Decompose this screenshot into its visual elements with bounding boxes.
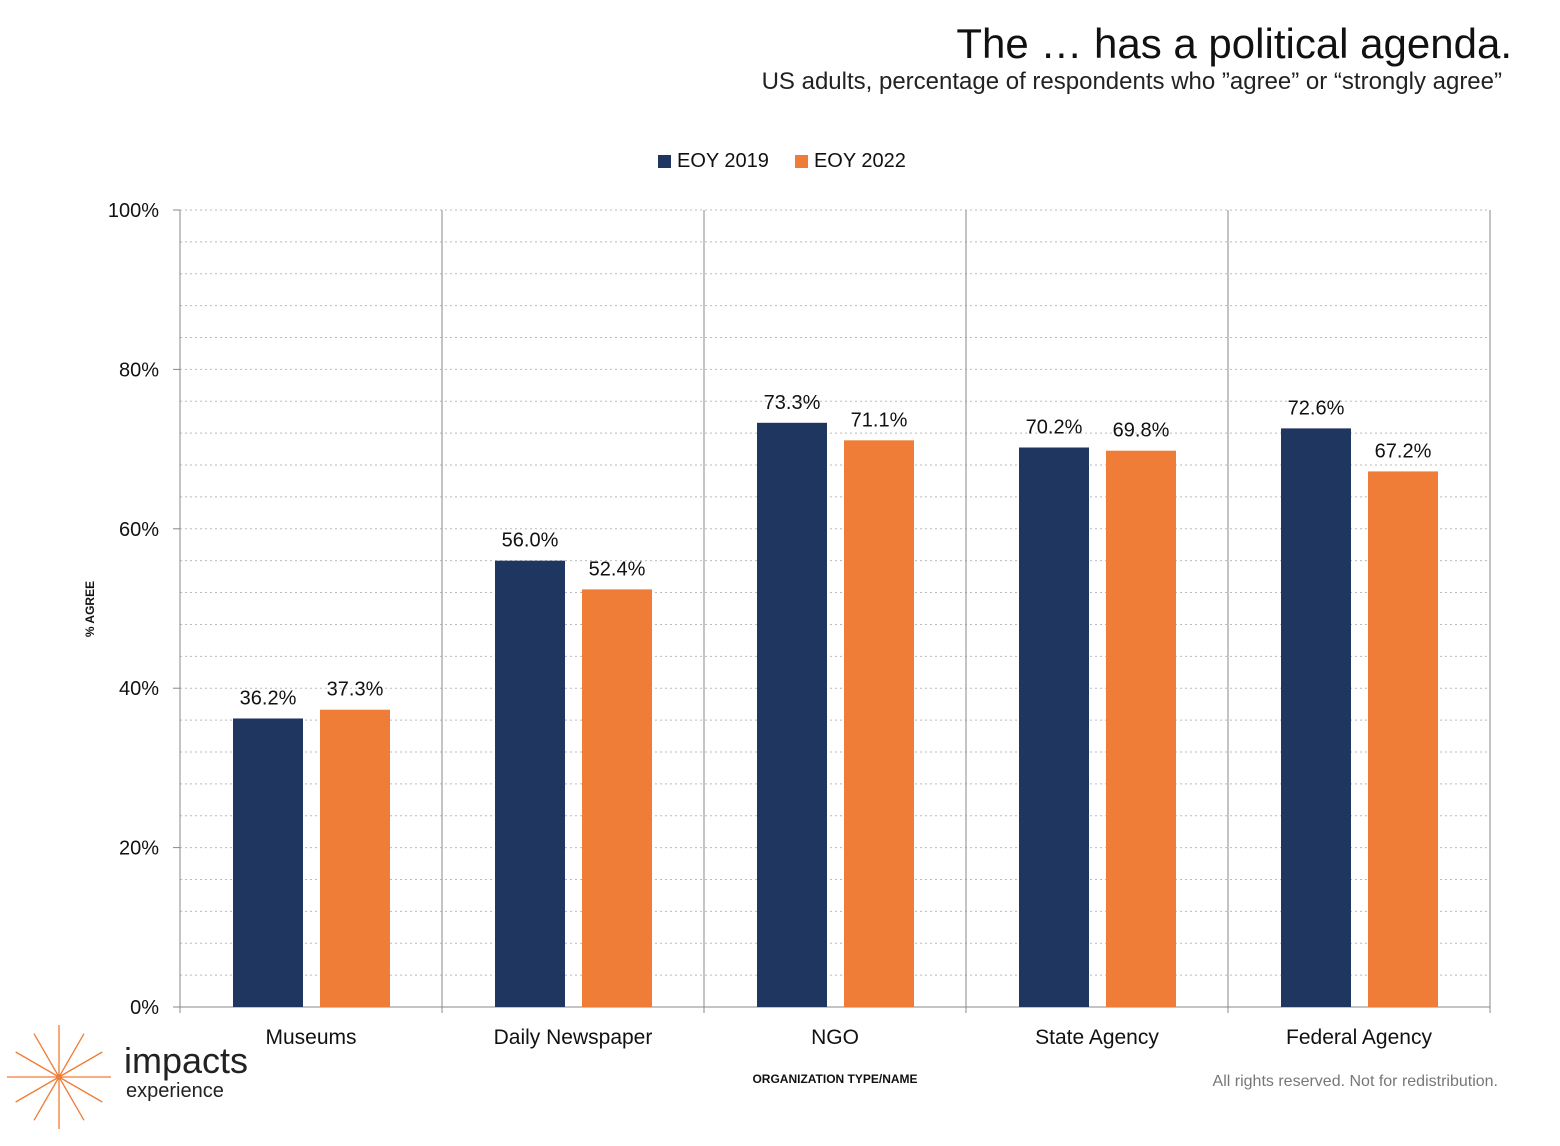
y-tick-label: 100% [108,200,159,222]
y-tick-label: 20% [119,838,159,860]
bar-eoy-2019 [233,718,303,1007]
legend-swatch-2019 [658,155,671,168]
data-label: 67.2% [1375,440,1432,462]
data-label: 36.2% [240,687,297,709]
x-tick-label: NGO [811,1026,859,1049]
x-tick-label: State Agency [1035,1026,1159,1049]
legend-label-2022: EOY 2022 [813,150,906,172]
data-label: 72.6% [1288,397,1345,419]
data-label: 69.8% [1113,420,1170,442]
bar-eoy-2019 [495,560,565,1007]
logo-subtext: experience [126,1080,224,1102]
bar-eoy-2022 [1106,450,1176,1008]
logo-starburst-icon [7,1025,111,1129]
footer-note: All rights reserved. Not for redistribut… [1212,1073,1498,1090]
y-tick-label: 0% [130,997,159,1019]
legend-item-2019: EOY 2019 [658,150,769,173]
data-label: 70.2% [1026,417,1083,439]
data-label: 37.3% [327,679,384,701]
legend-label-2019: EOY 2019 [677,150,769,172]
x-tick-label: Museums [265,1026,356,1049]
data-label: 52.4% [589,558,646,580]
chart-title: The … has a political agenda. [956,20,1512,67]
bar-eoy-2019 [1019,447,1089,1008]
x-tick-label: Federal Agency [1286,1026,1432,1049]
bar-eoy-2022 [320,709,390,1007]
chart-subtitle: US adults, percentage of respondents who… [761,68,1502,95]
logo-text: impacts [124,1040,249,1081]
legend-swatch-2022 [794,155,808,168]
bar-eoy-2019 [757,422,827,1007]
y-axis-title: % AGREE [83,581,97,637]
bar-eoy-2022 [844,440,914,1007]
legend-item-2022: EOY 2022 [794,150,906,173]
legend: EOY 2019 EOY 2022 [658,150,906,173]
data-label: 71.1% [851,409,908,431]
bar-eoy-2022 [582,589,652,1007]
bar-eoy-2019 [1281,428,1351,1007]
y-tick-label: 80% [119,359,159,381]
data-label: 56.0% [502,530,559,552]
data-label: 73.3% [764,392,821,414]
x-axis-title: ORGANIZATION TYPE/NAME [752,1072,917,1086]
y-tick-label: 40% [119,678,159,700]
y-tick-label: 60% [119,519,159,541]
bar-eoy-2022 [1368,471,1438,1007]
x-tick-label: Daily Newspaper [494,1026,653,1049]
